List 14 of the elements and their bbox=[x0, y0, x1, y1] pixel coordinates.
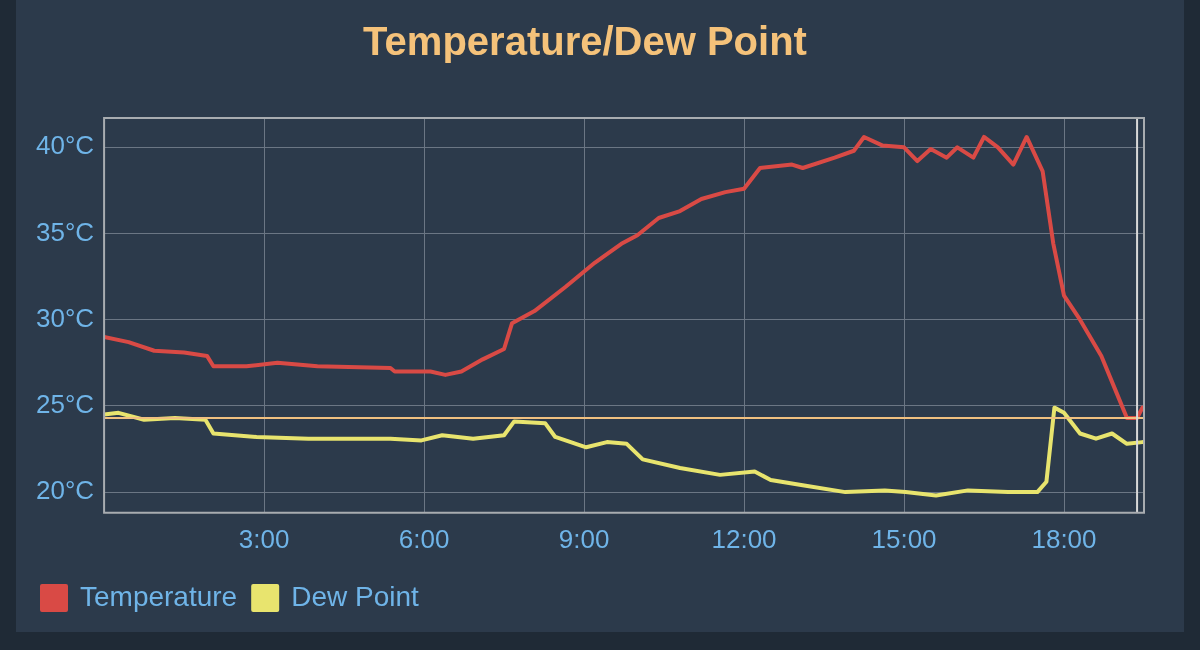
x-tick-label: 9:00 bbox=[558, 523, 610, 554]
x-tick-label: 18:00 bbox=[1031, 523, 1097, 554]
x-tick-label: 12:00 bbox=[711, 523, 777, 554]
legend-label: Temperature bbox=[80, 580, 238, 612]
legend-label: Dew Point bbox=[291, 580, 420, 612]
y-tick-label: 20°C bbox=[36, 475, 95, 506]
y-tick-label: 25°C bbox=[36, 389, 95, 420]
x-tick-label: 6:00 bbox=[398, 523, 450, 554]
x-tick-label: 3:00 bbox=[238, 523, 290, 554]
x-tick-label: 15:00 bbox=[871, 523, 937, 554]
y-tick-label: 40°C bbox=[36, 130, 95, 161]
y-tick-label: 35°C bbox=[36, 216, 95, 247]
y-tick-label: 30°C bbox=[36, 302, 95, 333]
chart-title: Temperature/Dew Point bbox=[363, 19, 807, 64]
